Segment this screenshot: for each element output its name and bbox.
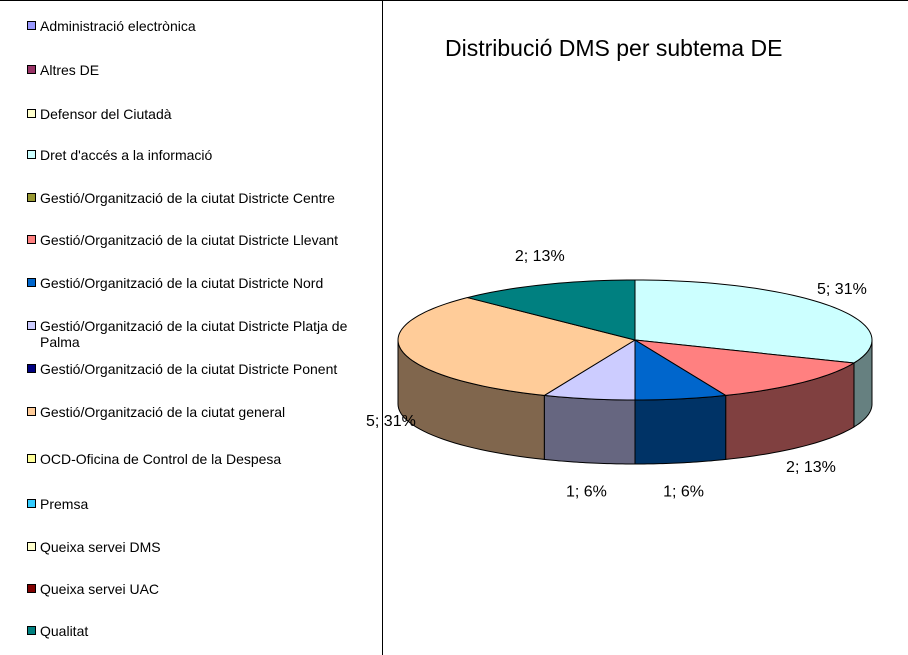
data-label: 5; 31% [366, 413, 416, 430]
legend-swatch [27, 542, 36, 551]
legend-swatch [27, 235, 36, 244]
legend-item: Queixa servei DMS [26, 539, 386, 555]
legend-item: Administració electrònica [26, 18, 386, 34]
legend-label: Gestió/Organització de la ciutat Distric… [40, 361, 338, 377]
legend-item: Gestió/Organització de la ciutat general [26, 404, 386, 420]
legend-label: Gestió/Organització de la ciutat Distric… [40, 275, 324, 291]
legend-label: Gestió/Organització de la ciutat general [40, 404, 286, 420]
pie-slice-side [634, 394, 727, 465]
legend-label: Queixa servei UAC [40, 581, 160, 597]
legend-label: Gestió/Organització de la ciutat Distric… [40, 190, 335, 206]
legend-swatch [27, 21, 36, 30]
pie-slice-side [543, 394, 636, 465]
legend-swatch [27, 454, 36, 463]
data-label: 2; 13% [786, 459, 836, 476]
legend-item: Queixa servei UAC [26, 581, 386, 597]
legend-label: Gestió/Organització de la ciutat Distric… [40, 318, 348, 350]
legend-swatch [27, 278, 36, 287]
pie-slice [634, 279, 873, 364]
data-label: 5; 31% [817, 281, 867, 298]
data-label: 2; 13% [515, 248, 565, 265]
legend-swatch [27, 65, 36, 74]
legend-item: Gestió/Organització de la ciutat Distric… [26, 275, 386, 291]
legend-item: Gestió/Organització de la ciutat Distric… [26, 361, 386, 377]
legend-item: Altres DE [26, 62, 386, 78]
data-label: 1; 6% [566, 483, 607, 500]
legend-item: Gestió/Organització de la ciutat Distric… [26, 318, 386, 350]
legend-item: Qualitat [26, 623, 386, 639]
legend-label: Gestió/Organització de la ciutat Distric… [40, 232, 339, 248]
legend-item: Defensor del Ciutadà [26, 106, 386, 122]
legend-label: Administració electrònica [40, 18, 196, 34]
legend-swatch [27, 150, 36, 159]
legend-swatch [27, 109, 36, 118]
legend-item: Premsa [26, 496, 386, 512]
pie-slice [634, 339, 856, 396]
legend-swatch [27, 584, 36, 593]
legend-label: Altres DE [40, 62, 100, 78]
legend-swatch [27, 193, 36, 202]
legend-label: OCD-Oficina de Control de la Despesa [40, 451, 282, 467]
legend-label: Defensor del Ciutadà [40, 106, 172, 122]
pie-slice [397, 297, 637, 396]
pie-slice [634, 339, 728, 401]
legend-label: Qualitat [40, 623, 89, 639]
legend-label: Queixa servei DMS [40, 539, 161, 555]
pie-slice [542, 339, 636, 401]
legend-item: OCD-Oficina de Control de la Despesa [26, 451, 386, 467]
legend-swatch [27, 321, 36, 330]
legend-item: Dret d'accés a la informació [26, 147, 386, 163]
pie-slice [467, 279, 636, 341]
legend-swatch [27, 364, 36, 373]
data-label: 1; 6% [663, 483, 704, 500]
legend-swatch [27, 407, 36, 416]
legend-label: Premsa [40, 496, 89, 512]
legend-swatch [27, 626, 36, 635]
chart-title: Distribució DMS per subtema DE [445, 35, 782, 61]
legend-item: Gestió/Organització de la ciutat Distric… [26, 190, 386, 206]
legend-label: Dret d'accés a la informació [40, 147, 213, 163]
legend-item: Gestió/Organització de la ciutat Distric… [26, 232, 386, 248]
legend-swatch [27, 499, 36, 508]
